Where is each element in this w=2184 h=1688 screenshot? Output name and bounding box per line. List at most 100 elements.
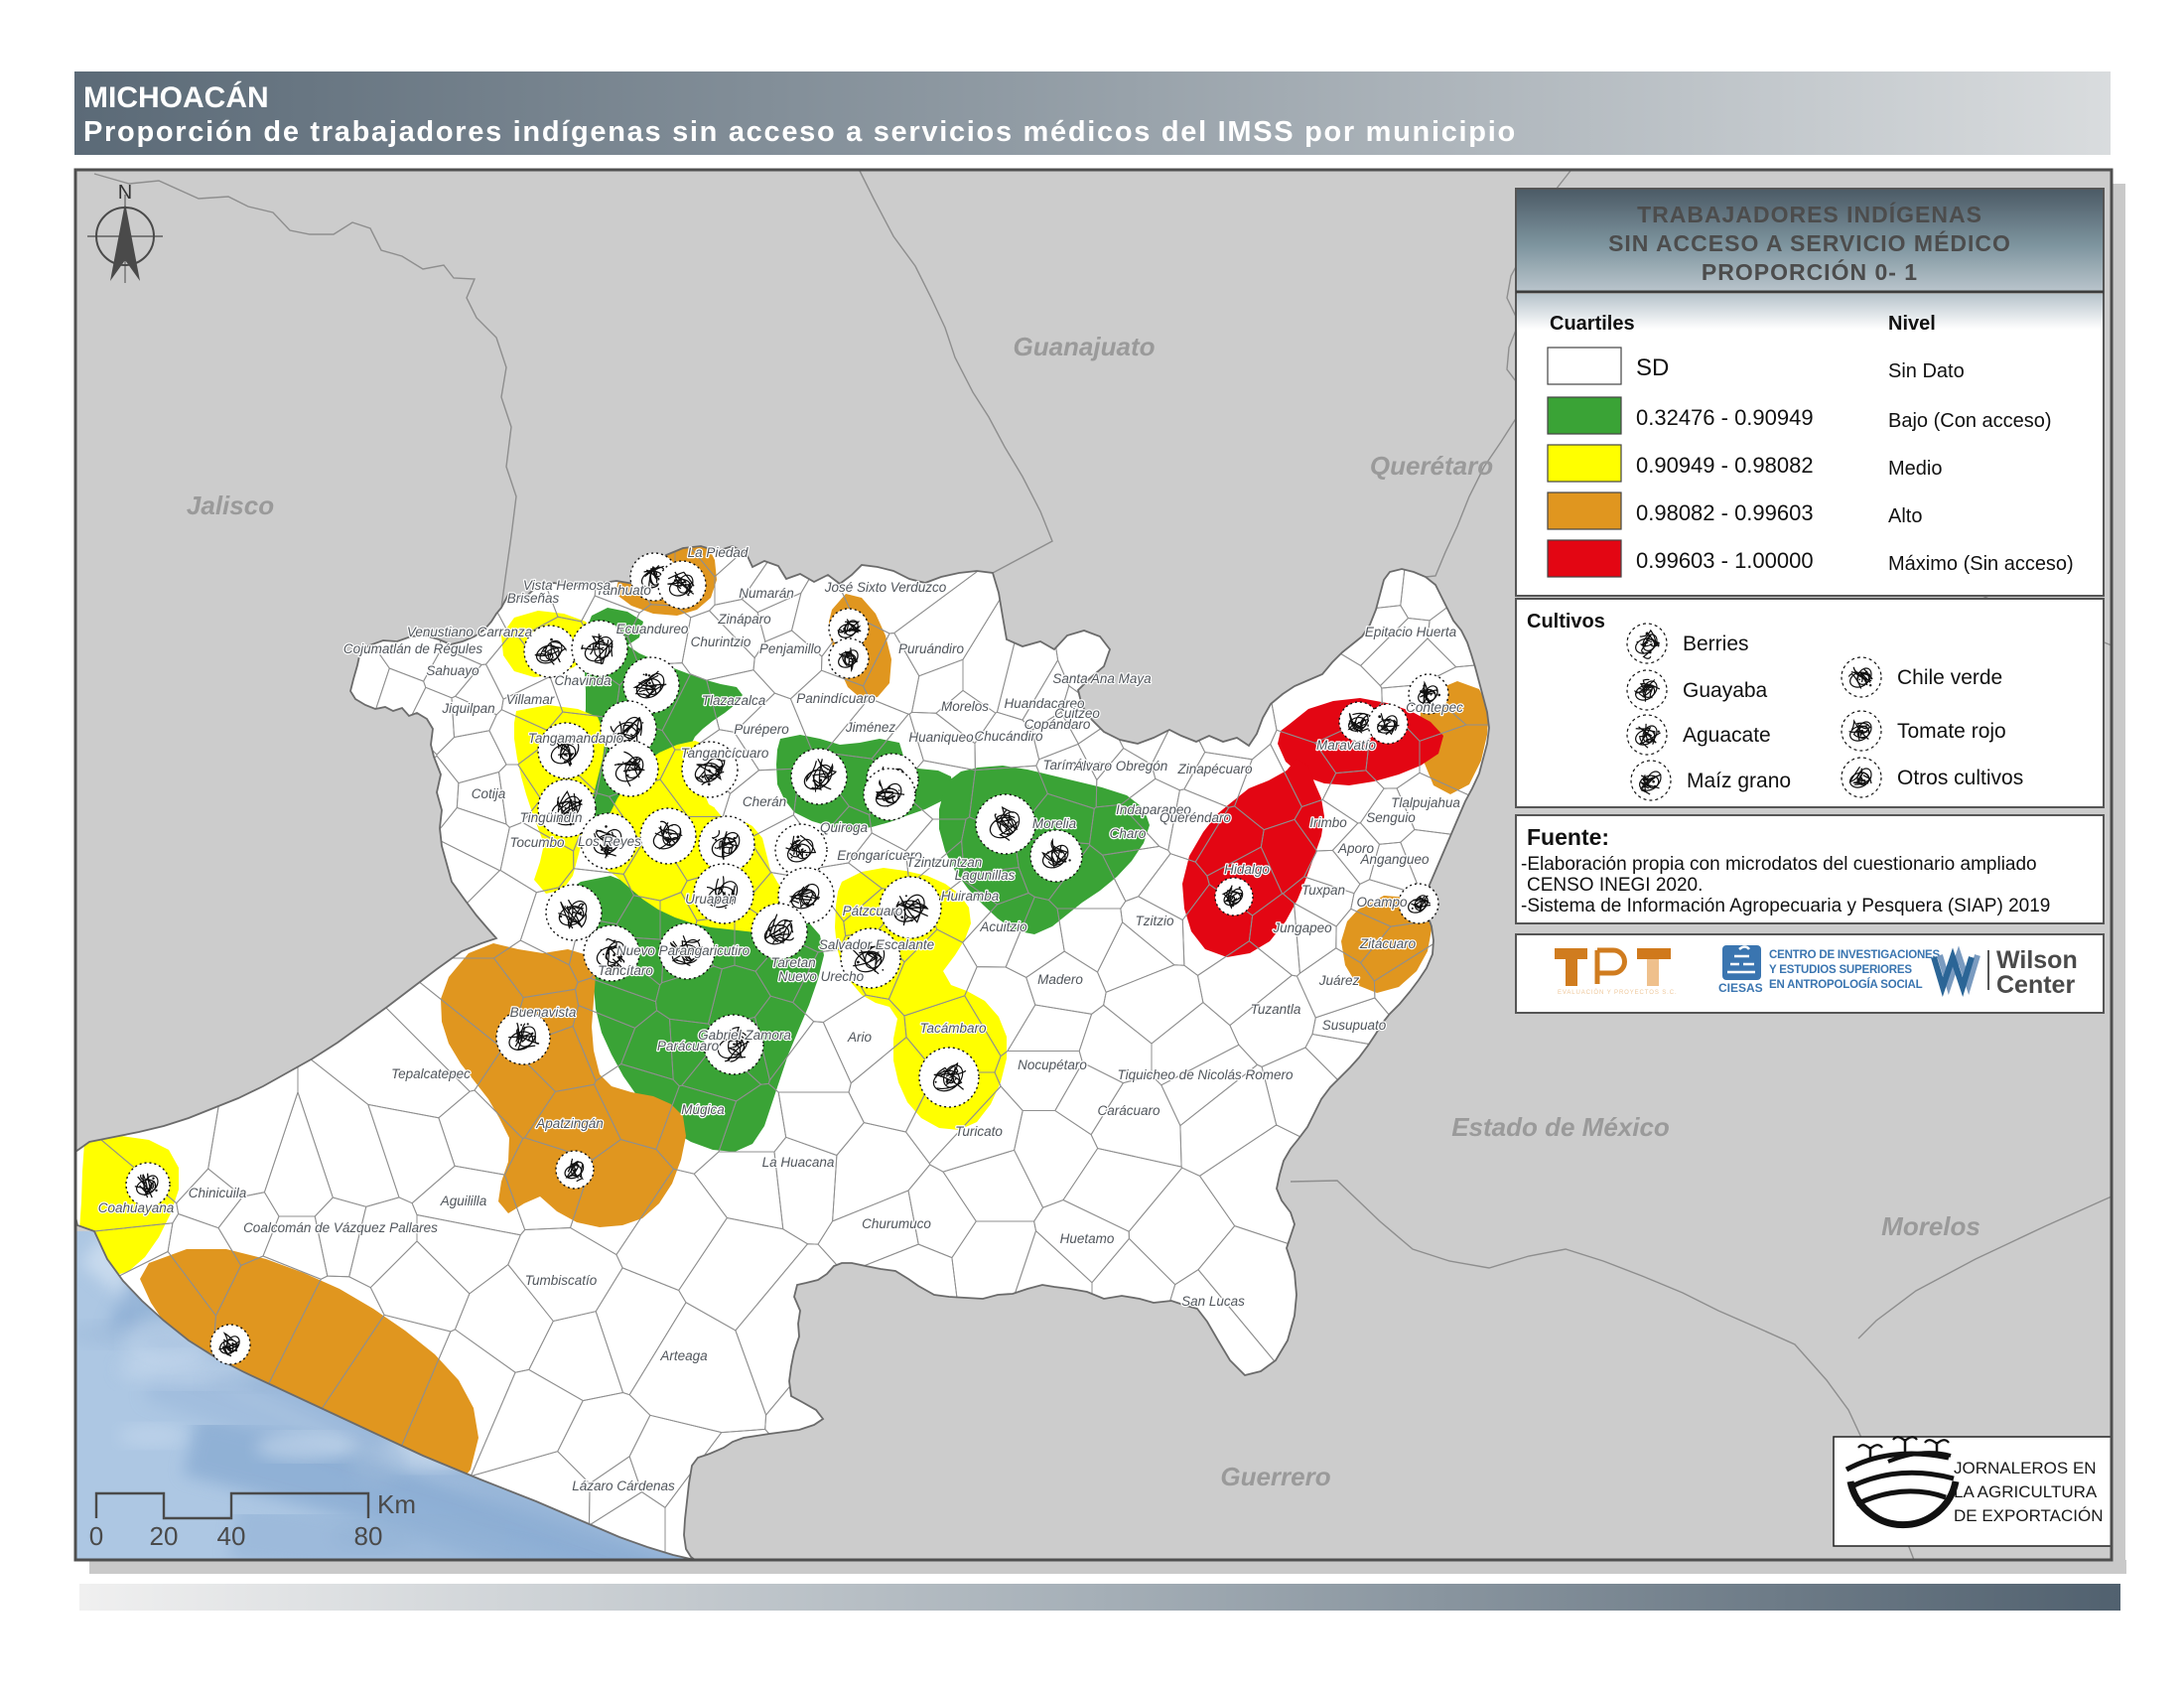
svg-text:Y ESTUDIOS SUPERIORES: Y ESTUDIOS SUPERIORES <box>1769 964 1912 976</box>
svg-text:Jiquilpan: Jiquilpan <box>441 701 494 716</box>
svg-text:Maíz grano: Maíz grano <box>1687 770 1791 792</box>
svg-text:Morelos: Morelos <box>941 699 989 714</box>
svg-text:Alto: Alto <box>1888 505 1922 527</box>
svg-text:-Sistema de Información Agrope: -Sistema de Información Agropecuaria y P… <box>1521 896 2050 916</box>
svg-text:Tingüindín: Tingüindín <box>520 810 583 825</box>
svg-text:Hidalgo: Hidalgo <box>1224 862 1270 877</box>
svg-text:Cuartiles: Cuartiles <box>1550 313 1635 335</box>
svg-text:Tzintzuntzan: Tzintzuntzan <box>906 855 983 870</box>
svg-text:Morelia: Morelia <box>1032 816 1077 831</box>
svg-text:Irimbo: Irimbo <box>1309 815 1347 830</box>
svg-text:Arteaga: Arteaga <box>659 1348 708 1363</box>
svg-text:Madero: Madero <box>1037 972 1083 987</box>
svg-text:Wilson: Wilson <box>1996 946 2078 974</box>
svg-text:Center: Center <box>1996 971 2075 999</box>
svg-text:Nuevo Parangaricutiro: Nuevo Parangaricutiro <box>616 943 751 958</box>
svg-text:Nuevo Urecho: Nuevo Urecho <box>778 969 865 984</box>
svg-text:Puruándiro: Puruándiro <box>898 641 965 656</box>
svg-text:Máximo (Sin acceso): Máximo (Sin acceso) <box>1888 553 2074 575</box>
svg-text:Zinapécuaro: Zinapécuaro <box>1176 762 1253 776</box>
svg-text:Aguacate: Aguacate <box>1683 724 1771 747</box>
svg-text:Tuzantla: Tuzantla <box>1251 1002 1301 1017</box>
svg-text:Briseñas: Briseñas <box>507 591 560 606</box>
svg-text:Proporción de trabajadores ind: Proporción de trabajadores indígenas sin… <box>83 116 1517 148</box>
svg-text:Parácuaro: Parácuaro <box>657 1039 720 1054</box>
svg-text:Turicato: Turicato <box>955 1124 1003 1139</box>
svg-text:Bajo (Con acceso): Bajo (Con acceso) <box>1888 410 2052 432</box>
svg-text:Salvador Escalante: Salvador Escalante <box>819 937 934 952</box>
svg-text:Tiquicheo de Nicolás Romero: Tiquicheo de Nicolás Romero <box>1118 1067 1294 1082</box>
svg-text:Zináparo: Zináparo <box>717 612 771 627</box>
svg-text:Chucándiro: Chucándiro <box>974 729 1043 744</box>
svg-text:San Lucas: San Lucas <box>1181 1294 1245 1309</box>
svg-text:Uruapan: Uruapan <box>685 892 737 907</box>
svg-text:Tocumbo: Tocumbo <box>509 835 565 850</box>
svg-text:Tacámbaro: Tacámbaro <box>919 1021 987 1036</box>
svg-text:Chile verde: Chile verde <box>1897 666 2002 689</box>
svg-text:Guayaba: Guayaba <box>1683 679 1768 702</box>
svg-text:Quiroga: Quiroga <box>820 820 869 835</box>
svg-text:José Sixto Verduzco: José Sixto Verduzco <box>824 580 947 595</box>
svg-text:Estado de México: Estado de México <box>1451 1112 1670 1142</box>
svg-text:Churintzio: Churintzio <box>691 634 751 649</box>
svg-text:Jungapeo: Jungapeo <box>1272 920 1332 935</box>
svg-text:Jalisco: Jalisco <box>187 491 274 520</box>
svg-text:Susupuato: Susupuato <box>1322 1018 1387 1033</box>
svg-text:Huetamo: Huetamo <box>1060 1231 1115 1246</box>
svg-text:Numarán: Numarán <box>739 586 794 601</box>
svg-text:Tzitzio: Tzitzio <box>1135 914 1173 928</box>
svg-text:MICHOACÁN: MICHOACÁN <box>83 80 269 114</box>
svg-text:Chavinda: Chavinda <box>554 673 612 688</box>
svg-text:Sin Dato: Sin Dato <box>1888 360 1965 382</box>
svg-text:Múgica: Múgica <box>681 1102 725 1117</box>
svg-text:Vista Hermosa: Vista Hermosa <box>523 578 612 593</box>
svg-text:Coalcomán de Vázquez Pallares: Coalcomán de Vázquez Pallares <box>243 1220 438 1235</box>
svg-text:JORNALEROS EN: JORNALEROS EN <box>1954 1459 2097 1477</box>
svg-text:Copándaro: Copándaro <box>1024 717 1091 732</box>
svg-text:Cherán: Cherán <box>743 794 786 809</box>
svg-text:Carácuaro: Carácuaro <box>1097 1103 1160 1118</box>
svg-text:Tepalcatepec: Tepalcatepec <box>391 1066 471 1081</box>
svg-text:Lagunillas: Lagunillas <box>955 868 1016 883</box>
svg-text:CENSO INEGI 2020.: CENSO INEGI 2020. <box>1527 875 1703 896</box>
svg-text:Panindícuaro: Panindícuaro <box>796 691 876 706</box>
svg-text:SIN ACCESO A SERVICIO MÉDICO: SIN ACCESO A SERVICIO MÉDICO <box>1608 229 2011 256</box>
svg-text:DE EXPORTACIÓN: DE EXPORTACIÓN <box>1954 1506 2104 1525</box>
svg-text:Ario: Ario <box>847 1030 872 1045</box>
svg-text:Penjamillo: Penjamillo <box>759 641 822 656</box>
svg-text:Aporo: Aporo <box>1337 841 1375 856</box>
svg-text:Morelos: Morelos <box>1881 1211 1980 1241</box>
svg-text:Taretan: Taretan <box>770 955 815 970</box>
svg-text:80: 80 <box>354 1521 383 1551</box>
svg-text:Tangamandapio: Tangamandapio <box>528 731 624 746</box>
svg-text:Gabriel Zamora: Gabriel Zamora <box>698 1028 791 1043</box>
svg-text:Pátzcuaro: Pátzcuaro <box>843 904 903 918</box>
svg-text:Cuitzeo: Cuitzeo <box>1054 706 1100 721</box>
svg-text:Chinicuila: Chinicuila <box>189 1186 247 1200</box>
svg-text:Queréndaro: Queréndaro <box>1160 810 1232 825</box>
svg-text:Huiramba: Huiramba <box>941 889 1000 904</box>
svg-text:Huandacareo: Huandacareo <box>1004 696 1085 711</box>
svg-text:Charo: Charo <box>1110 826 1147 841</box>
svg-text:Zitácuaro: Zitácuaro <box>1359 936 1417 951</box>
svg-text:Acuitzio: Acuitzio <box>979 919 1027 934</box>
svg-text:Buenavista: Buenavista <box>510 1005 577 1020</box>
svg-text:Senguio: Senguio <box>1366 810 1416 825</box>
svg-text:40: 40 <box>217 1521 246 1551</box>
svg-text:La Huacana: La Huacana <box>762 1155 835 1170</box>
svg-text:Guanajuato: Guanajuato <box>1013 332 1155 361</box>
svg-text:CIESAS: CIESAS <box>1718 981 1763 995</box>
svg-text:Contepec: Contepec <box>1406 700 1463 715</box>
svg-text:Fuente:: Fuente: <box>1527 824 1609 850</box>
svg-text:Guerrero: Guerrero <box>1220 1462 1330 1491</box>
svg-text:Cojumatlán de Régules: Cojumatlán de Régules <box>343 641 483 656</box>
svg-text:Berries: Berries <box>1683 633 1749 655</box>
svg-text:Km: Km <box>377 1489 416 1519</box>
svg-text:Juárez: Juárez <box>1318 973 1360 988</box>
svg-text:LA AGRICULTURA: LA AGRICULTURA <box>1954 1482 2098 1501</box>
svg-text:Tuxpan: Tuxpan <box>1301 883 1345 898</box>
svg-text:La Piedad: La Piedad <box>688 545 749 560</box>
svg-text:EN ANTROPOLOGÍA SOCIAL: EN ANTROPOLOGÍA SOCIAL <box>1769 978 1923 991</box>
svg-text:Otros cultivos: Otros cultivos <box>1897 767 2023 789</box>
svg-text:TRABAJADORES INDÍGENAS: TRABAJADORES INDÍGENAS <box>1637 201 1982 227</box>
